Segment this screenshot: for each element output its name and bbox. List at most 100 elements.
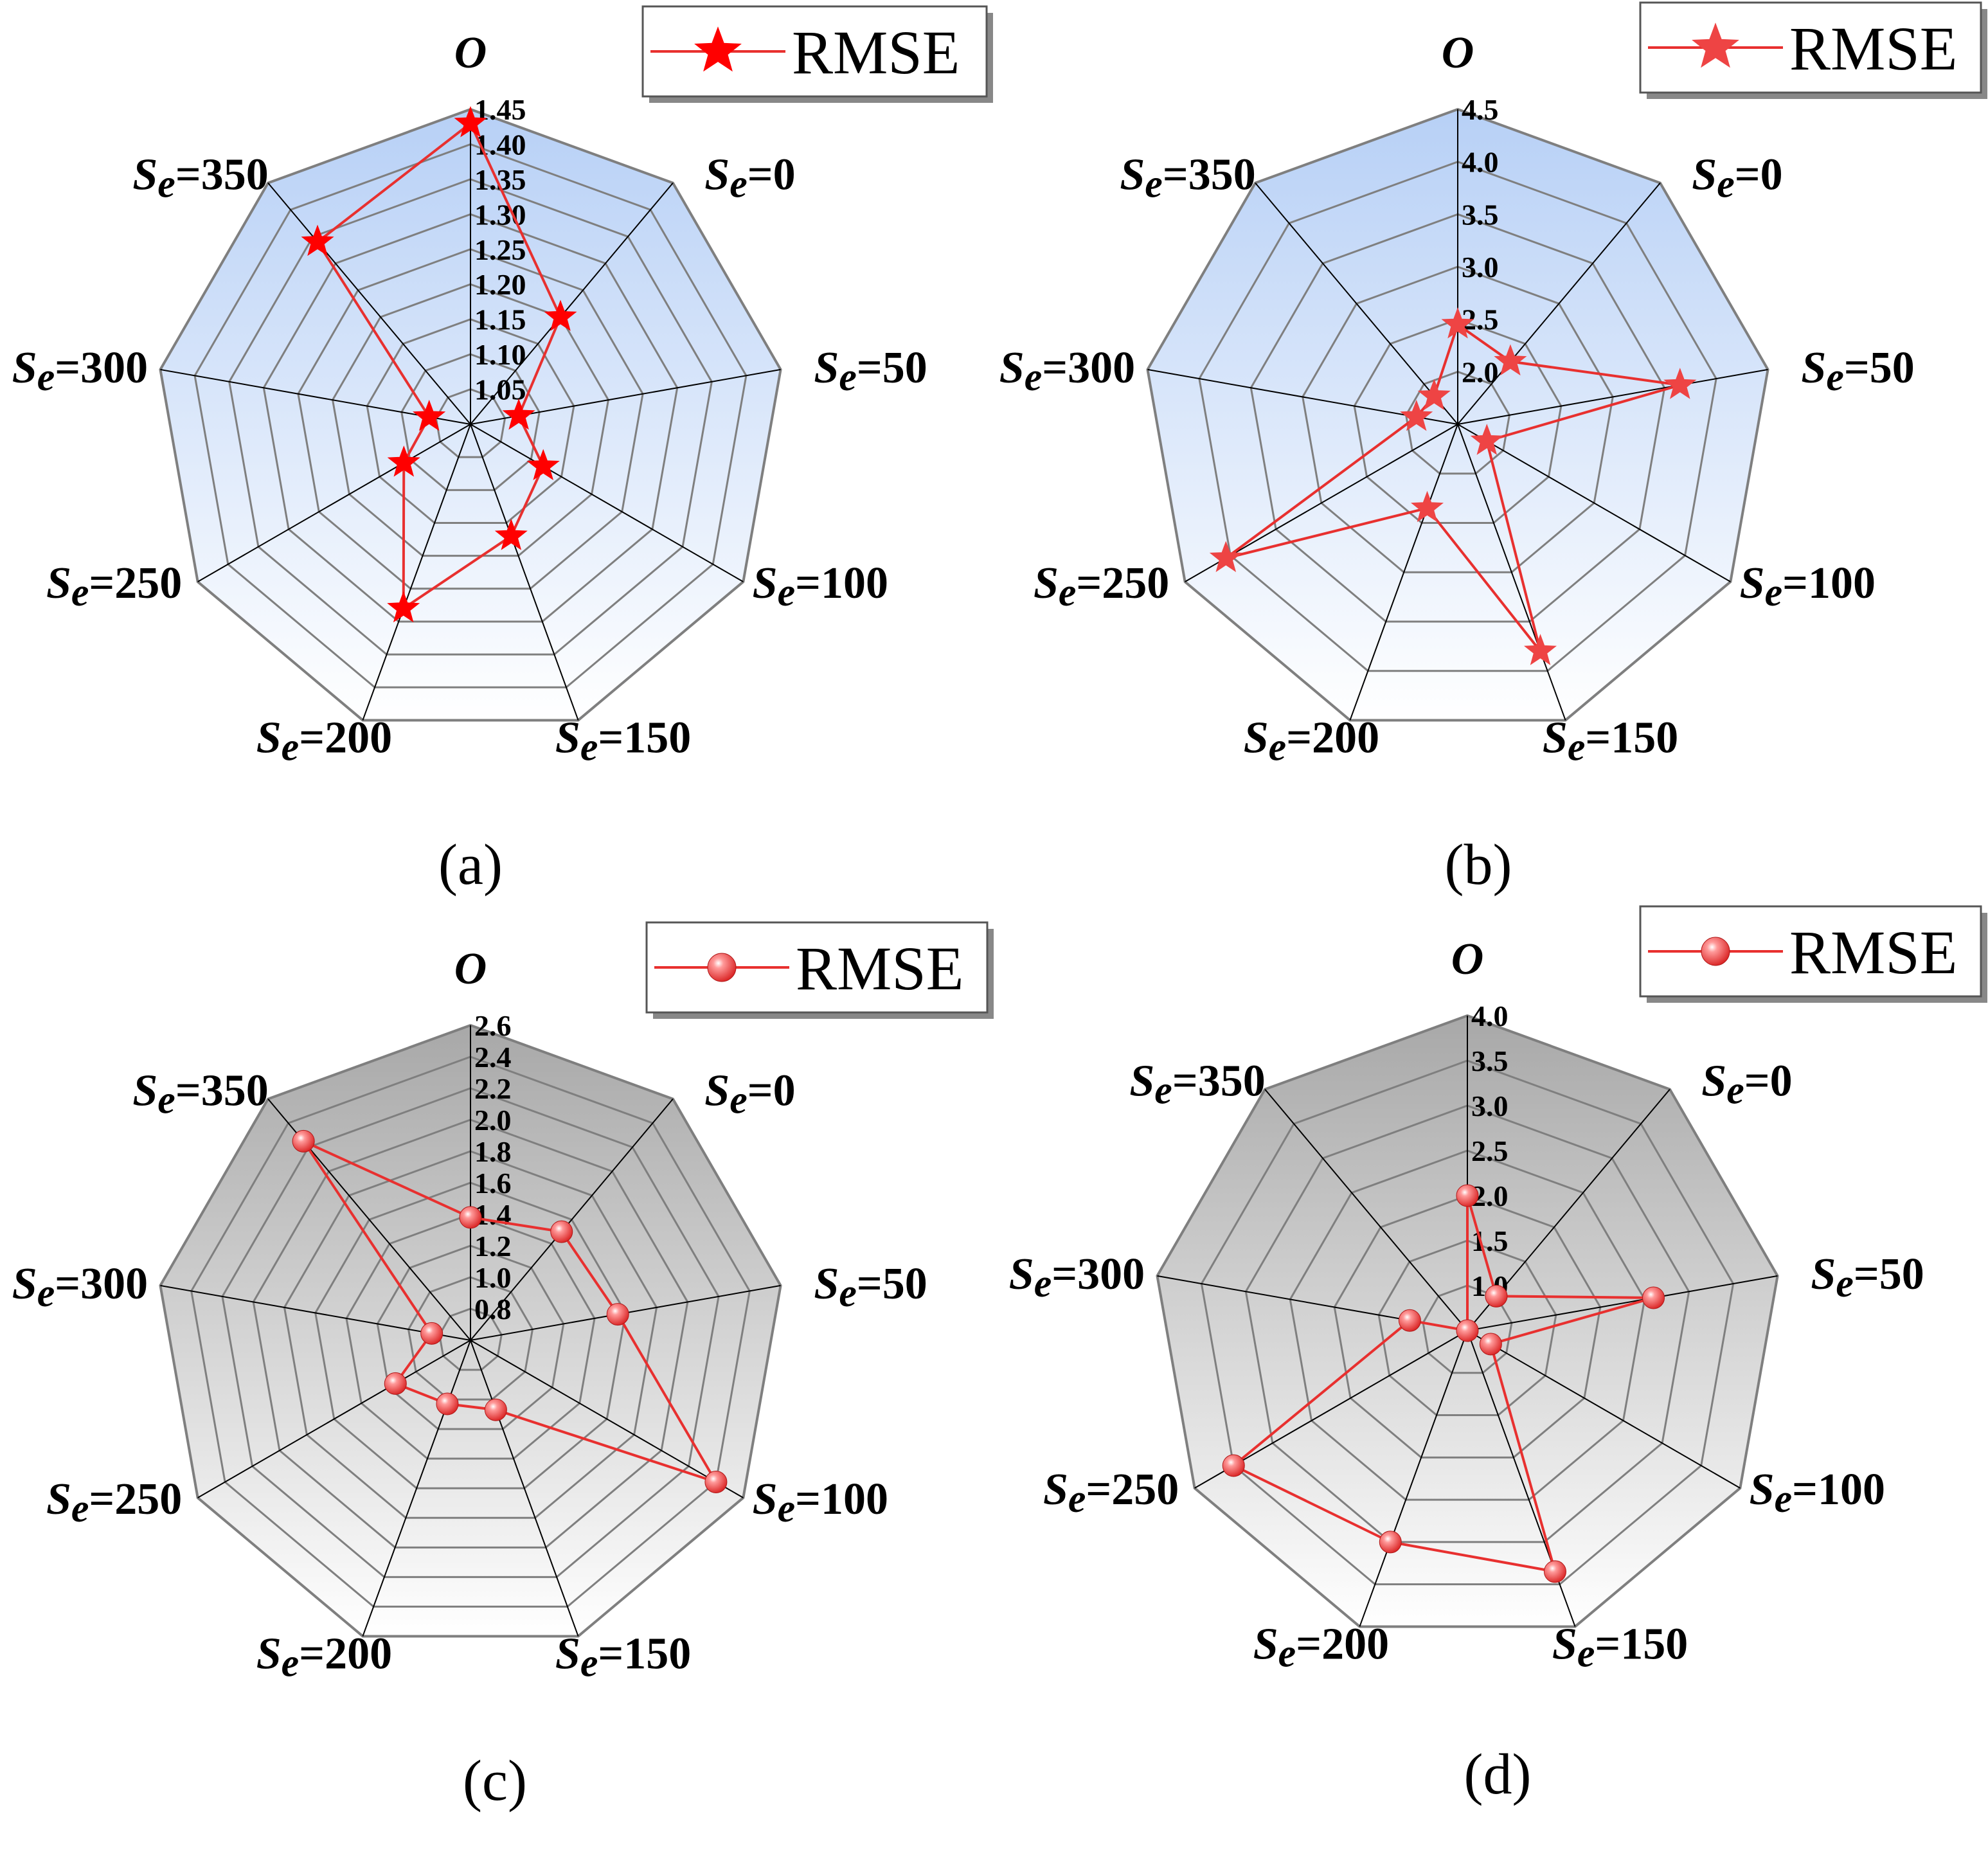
grid-ring: [1302, 265, 1614, 573]
radar-spoke: [1457, 368, 1768, 425]
grid-ring: [283, 1150, 658, 1519]
grid-ring: [1156, 1014, 1779, 1628]
data-point-sphere: [704, 1471, 728, 1493]
data-point-sphere: [484, 1398, 507, 1421]
data-point-star: [526, 449, 560, 481]
tick-label: 2.0: [474, 1104, 512, 1136]
category-label: Se=350: [1129, 1057, 1265, 1113]
tick-label: 1.40: [474, 128, 526, 161]
category-label: Se=50: [814, 1259, 927, 1315]
category-label: Se=150: [555, 1629, 691, 1685]
category-label: Se=250: [1043, 1465, 1179, 1521]
data-point-sphere: [1479, 1333, 1502, 1356]
data-point-star: [387, 445, 420, 477]
data-point-sphere: [1379, 1531, 1402, 1554]
grid-ring: [345, 1213, 596, 1460]
legend-label: RMSE: [1789, 14, 1957, 83]
category-label: Se=300: [1009, 1250, 1145, 1306]
radar-panel-b: 2.02.53.03.54.04.5OSe=0Se=50Se=100Se=150…: [999, 1, 1987, 897]
panel-label: (c): [463, 1749, 527, 1813]
radar-spoke: [160, 1284, 471, 1341]
grid-ring: [1333, 1194, 1602, 1459]
data-point-sphere: [1398, 1309, 1421, 1332]
category-label: Se=300: [999, 343, 1135, 399]
data-point-star: [1663, 368, 1697, 399]
category-label: O: [1451, 935, 1484, 984]
data-point-sphere: [1485, 1284, 1508, 1307]
data-point-sphere: [606, 1303, 629, 1326]
category-label: Se=100: [753, 1475, 888, 1531]
radar-spoke: [362, 424, 471, 721]
radar-spoke: [470, 1340, 744, 1498]
tick-label: 3.0: [1462, 251, 1499, 283]
radar-spoke: [470, 1340, 579, 1637]
radar-spoke: [470, 182, 674, 425]
grid-ring: [1405, 370, 1510, 475]
grid-ring: [297, 248, 644, 590]
tick-label: 1.0: [474, 1261, 512, 1294]
category-label: Se=150: [555, 713, 691, 769]
data-point-star: [1523, 634, 1557, 665]
legend-label: RMSE: [1789, 918, 1957, 987]
grid-ring: [1200, 1059, 1735, 1586]
tick-label: 4.0: [1462, 146, 1499, 179]
category-label: Se=300: [12, 1259, 148, 1315]
category-label: Se=300: [12, 343, 148, 399]
legend-star-marker: [694, 26, 742, 72]
category-label: Se=0: [1701, 1057, 1792, 1113]
data-point-star: [502, 398, 535, 430]
grid-ring: [376, 1244, 565, 1430]
tick-label: 0.8: [474, 1293, 512, 1325]
data-point-sphere: [1222, 1454, 1245, 1477]
data-point-sphere: [436, 1392, 459, 1415]
radar-spoke: [1349, 424, 1458, 721]
category-label: Se=0: [704, 1066, 795, 1122]
tick-label: 4.5: [1462, 93, 1499, 126]
category-label: Se=100: [753, 559, 888, 615]
grid-ring: [434, 388, 506, 458]
category-label: Se=150: [1552, 1619, 1688, 1675]
data-point-star: [544, 300, 577, 331]
data-point-star: [454, 105, 487, 138]
legend: RMSE: [645, 921, 994, 1019]
radar-panel-d: 1.01.52.02.53.03.54.0OSe=0Se=50Se=100Se=…: [1009, 905, 1987, 1806]
category-label: O: [454, 944, 487, 994]
data-point-star: [301, 224, 334, 256]
data-point-star: [387, 591, 420, 623]
tick-label: 3.5: [1462, 198, 1499, 231]
tick-label: 2.0: [1462, 355, 1499, 388]
grid-ring: [1422, 1284, 1513, 1374]
grid-ring: [1353, 318, 1563, 524]
grid-ring: [1146, 108, 1769, 721]
data-point-sphere: [1642, 1286, 1665, 1309]
category-label: O: [1442, 28, 1474, 78]
radar-spoke: [1467, 1330, 1741, 1489]
legend: RMSE: [1639, 1, 1987, 99]
radar-panel-c: 0.81.01.21.41.61.82.02.22.42.6OSe=0Se=50…: [12, 921, 994, 1813]
data-point-star: [1410, 490, 1444, 523]
category-label: Se=0: [1692, 150, 1782, 206]
data-point-star: [1494, 344, 1527, 376]
tick-label: 1.10: [474, 338, 526, 371]
panel-label: (a): [438, 833, 503, 897]
radar-spoke: [1359, 1330, 1468, 1627]
data-point-sphere: [420, 1322, 443, 1345]
data-point-sphere: [1456, 1184, 1479, 1207]
radar-spoke: [470, 1098, 674, 1341]
grid-ring: [252, 1118, 689, 1549]
data-point-star: [1441, 307, 1474, 339]
tick-label: 2.5: [1471, 1135, 1509, 1167]
legend: RMSE: [1639, 905, 1987, 1003]
data-point-star: [494, 519, 528, 550]
grid-ring: [159, 1024, 782, 1637]
legend-star-marker: [1692, 22, 1739, 68]
grid-ring: [314, 1181, 627, 1489]
series-line-rmse: [1231, 1195, 1654, 1574]
tick-label: 1.8: [474, 1135, 512, 1168]
category-label: Se=350: [1120, 150, 1255, 206]
grid-ring: [262, 213, 679, 623]
grid-ring: [159, 108, 782, 721]
radar-spoke: [267, 182, 471, 425]
radar-spoke: [1457, 424, 1566, 721]
